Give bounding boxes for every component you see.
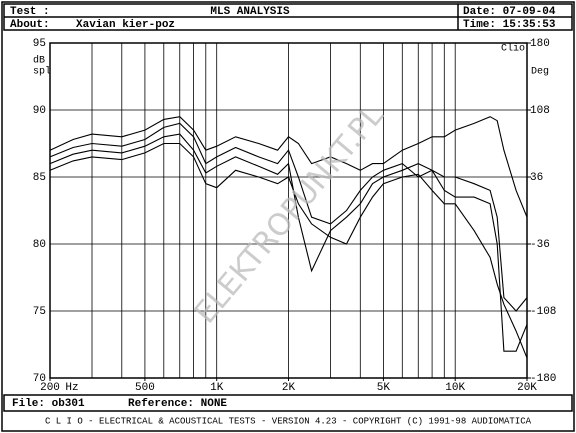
y2-tick-label: -180 xyxy=(530,373,556,385)
footer-box xyxy=(3,394,573,412)
y-tick-label: 95 xyxy=(33,38,46,50)
series-line xyxy=(49,133,528,352)
reference: Reference: NONE xyxy=(128,398,227,410)
series-line xyxy=(49,122,528,312)
header-title: MLS ANALYSIS xyxy=(210,6,290,18)
y2-tick-label: 180 xyxy=(530,38,550,50)
series-line xyxy=(49,142,528,359)
test-label: Test : xyxy=(10,6,50,18)
file: File: ob301 xyxy=(12,398,85,410)
y-tick-label: 85 xyxy=(33,172,46,184)
y-label: spl xyxy=(33,66,51,78)
x-tick-label: 200 xyxy=(40,382,60,394)
x-tick-label: 20K xyxy=(517,382,537,394)
time: Time: 15:35:53 xyxy=(463,19,556,31)
y2-tick-label: 108 xyxy=(530,105,550,117)
y-tick-label: 90 xyxy=(33,105,46,117)
x-tick-label: 1K xyxy=(210,382,224,394)
about-label: About: xyxy=(10,19,50,31)
y2-label: Deg xyxy=(531,67,549,78)
y2-tick-label: -108 xyxy=(530,306,556,318)
y2-tick-label: 36 xyxy=(530,172,543,184)
y-label: dB xyxy=(33,55,45,67)
copyright: C L I O - ELECTRICAL & ACOUSTICAL TESTS … xyxy=(45,416,532,426)
x-tick-label: 5K xyxy=(377,382,391,394)
x-unit: Hz xyxy=(65,382,78,394)
y2-title: Clio xyxy=(501,43,525,55)
x-tick-label: 2K xyxy=(282,382,296,394)
series-line xyxy=(49,116,528,218)
y-tick-label: 70 xyxy=(33,373,46,385)
x-tick-label: 500 xyxy=(135,382,155,394)
x-tick-label: 10K xyxy=(445,382,465,394)
y-tick-label: 75 xyxy=(33,306,46,318)
y-tick-label: 80 xyxy=(33,239,46,251)
about-value: Xavian kier-poz xyxy=(76,19,175,31)
date: Date: 07-09-04 xyxy=(463,6,556,18)
y2-tick-label: -36 xyxy=(530,239,550,251)
